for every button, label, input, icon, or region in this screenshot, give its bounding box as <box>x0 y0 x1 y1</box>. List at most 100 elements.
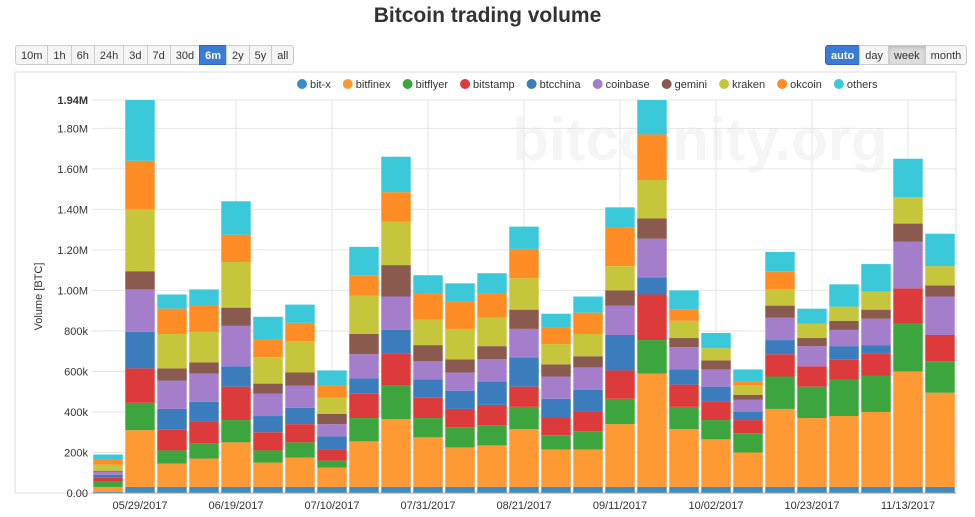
bar-segment-others[interactable] <box>893 158 923 198</box>
bar-segment-bitfinex[interactable] <box>701 439 731 487</box>
bar-segment-kraken[interactable] <box>541 344 571 365</box>
bar-segment-btcchina[interactable] <box>125 331 155 369</box>
bar-segment-okcoin[interactable] <box>285 322 315 342</box>
bar-segment-coinbase[interactable] <box>797 346 827 367</box>
bar-segment-okcoin[interactable] <box>413 293 443 320</box>
legend-item-bit-x[interactable]: bit-x <box>297 79 331 91</box>
bar-segment-others[interactable] <box>317 370 347 386</box>
bar-segment-bitflyer[interactable] <box>157 450 187 464</box>
bar-segment-bitfinex[interactable] <box>605 424 635 487</box>
bar-segment-btcchina[interactable] <box>349 378 379 394</box>
bar-segment-bitflyer[interactable] <box>925 361 955 393</box>
legend-item-bitflyer[interactable]: bitflyer <box>402 79 449 91</box>
bar-segment-bit-x[interactable] <box>541 486 571 493</box>
bar-segment-bitflyer[interactable] <box>765 376 795 409</box>
legend-item-okcoin[interactable]: okcoin <box>777 79 822 91</box>
bar-segment-coinbase[interactable] <box>285 385 315 408</box>
bar-segment-kraken[interactable] <box>765 289 795 306</box>
bar-segment-bitfinex[interactable] <box>765 408 795 487</box>
bar-segment-coinbase[interactable] <box>733 399 763 412</box>
bar-segment-bitstamp[interactable] <box>573 411 603 432</box>
bar-segment-bitstamp[interactable] <box>477 404 507 426</box>
bar-segment-bit-x[interactable] <box>893 486 923 493</box>
bar-segment-btcchina[interactable] <box>861 345 891 354</box>
bar-segment-kraken[interactable] <box>861 291 891 310</box>
bar-segment-okcoin[interactable] <box>381 192 411 222</box>
bar-segment-kraken[interactable] <box>637 180 667 219</box>
bar-segment-bitflyer[interactable] <box>893 323 923 372</box>
bar-segment-bitflyer[interactable] <box>701 420 731 440</box>
bar-segment-others[interactable] <box>573 296 603 313</box>
bar-segment-kraken[interactable] <box>445 328 475 360</box>
bar-segment-bitfinex[interactable] <box>829 416 859 487</box>
bar-segment-bitfinex[interactable] <box>925 392 955 487</box>
range-button-30d[interactable]: 30d <box>169 45 201 65</box>
bar-segment-bitflyer[interactable] <box>509 406 539 430</box>
bar-segment-btcchina[interactable] <box>829 346 859 360</box>
bar-segment-kraken[interactable] <box>317 397 347 414</box>
bar-segment-gemini[interactable] <box>317 413 347 425</box>
bar-segment-kraken[interactable] <box>349 295 379 334</box>
bar-segment-bit-x[interactable] <box>637 486 667 493</box>
bar-segment-bitfinex[interactable] <box>893 371 923 487</box>
bar-segment-coinbase[interactable] <box>829 329 859 347</box>
bar-segment-bit-x[interactable] <box>829 486 859 493</box>
bar-segment-bitfinex[interactable] <box>509 429 539 487</box>
bar-segment-kraken[interactable] <box>605 266 635 291</box>
bar-segment-bitfinex[interactable] <box>733 452 763 487</box>
bar-segment-bitfinex[interactable] <box>285 457 315 487</box>
bar-segment-gemini[interactable] <box>733 394 763 400</box>
bar-segment-gemini[interactable] <box>189 362 219 374</box>
bar-segment-bitflyer[interactable] <box>189 443 219 459</box>
bar-segment-bit-x[interactable] <box>701 486 731 493</box>
bar-segment-bit-x[interactable] <box>605 486 635 493</box>
legend-item-bitstamp[interactable]: bitstamp <box>460 79 515 91</box>
bar-segment-others[interactable] <box>221 201 251 235</box>
bar-segment-okcoin[interactable] <box>317 385 347 398</box>
bar-segment-btcchina[interactable] <box>221 366 251 387</box>
bar-segment-btcchina[interactable] <box>701 386 731 402</box>
bar-segment-bitflyer[interactable] <box>253 450 283 463</box>
bar-segment-bitfinex[interactable] <box>861 411 891 487</box>
legend-item-btcchina[interactable]: btcchina <box>526 79 582 91</box>
bar-segment-bitfinex[interactable] <box>125 430 155 487</box>
range-button-10m[interactable]: 10m <box>15 45 49 65</box>
range-button-3d[interactable]: 3d <box>123 45 148 65</box>
bar-segment-gemini[interactable] <box>541 364 571 377</box>
bar-segment-others[interactable] <box>701 332 731 349</box>
bar-segment-bitflyer[interactable] <box>413 418 443 438</box>
bar-segment-okcoin[interactable] <box>669 309 699 321</box>
bar-segment-others[interactable] <box>93 454 123 460</box>
bar-segment-gemini[interactable] <box>829 320 859 330</box>
bar-segment-bitstamp[interactable] <box>317 449 347 461</box>
bar-segment-bitflyer[interactable] <box>93 481 123 487</box>
bar-segment-bit-x[interactable] <box>157 486 187 493</box>
bar-segment-btcchina[interactable] <box>445 390 475 409</box>
bar-segment-coinbase[interactable] <box>253 393 283 417</box>
bar-segment-gemini[interactable] <box>509 309 539 329</box>
bar-segment-coinbase[interactable] <box>157 380 187 409</box>
bar-segment-bitflyer[interactable] <box>445 427 475 448</box>
bar-segment-bitflyer[interactable] <box>573 431 603 450</box>
range-button-7d[interactable]: 7d <box>146 45 171 65</box>
bar-segment-kraken[interactable] <box>189 331 219 363</box>
bar-segment-coinbase[interactable] <box>413 361 443 380</box>
bar-segment-bit-x[interactable] <box>221 486 251 493</box>
bar-segment-gemini[interactable] <box>797 338 827 347</box>
bar-segment-bitflyer[interactable] <box>733 433 763 453</box>
bar-segment-kraken[interactable] <box>925 266 955 286</box>
bar-segment-okcoin[interactable] <box>765 271 795 290</box>
bar-segment-okcoin[interactable] <box>125 160 155 210</box>
bar-segment-others[interactable] <box>253 316 283 340</box>
legend-item-bitfinex[interactable]: bitfinex <box>342 79 391 91</box>
bar-segment-kraken[interactable] <box>285 341 315 373</box>
bar-segment-btcchina[interactable] <box>541 398 571 418</box>
bar-segment-kraken[interactable] <box>669 320 699 339</box>
bar-segment-bitflyer[interactable] <box>541 435 571 450</box>
bar-segment-others[interactable] <box>733 369 763 382</box>
bar-segment-btcchina[interactable] <box>189 401 219 422</box>
bar-segment-gemini[interactable] <box>349 333 379 355</box>
bar-segment-bitflyer[interactable] <box>221 420 251 443</box>
bar-segment-bitstamp[interactable] <box>253 432 283 451</box>
bar-segment-btcchina[interactable] <box>605 334 635 371</box>
